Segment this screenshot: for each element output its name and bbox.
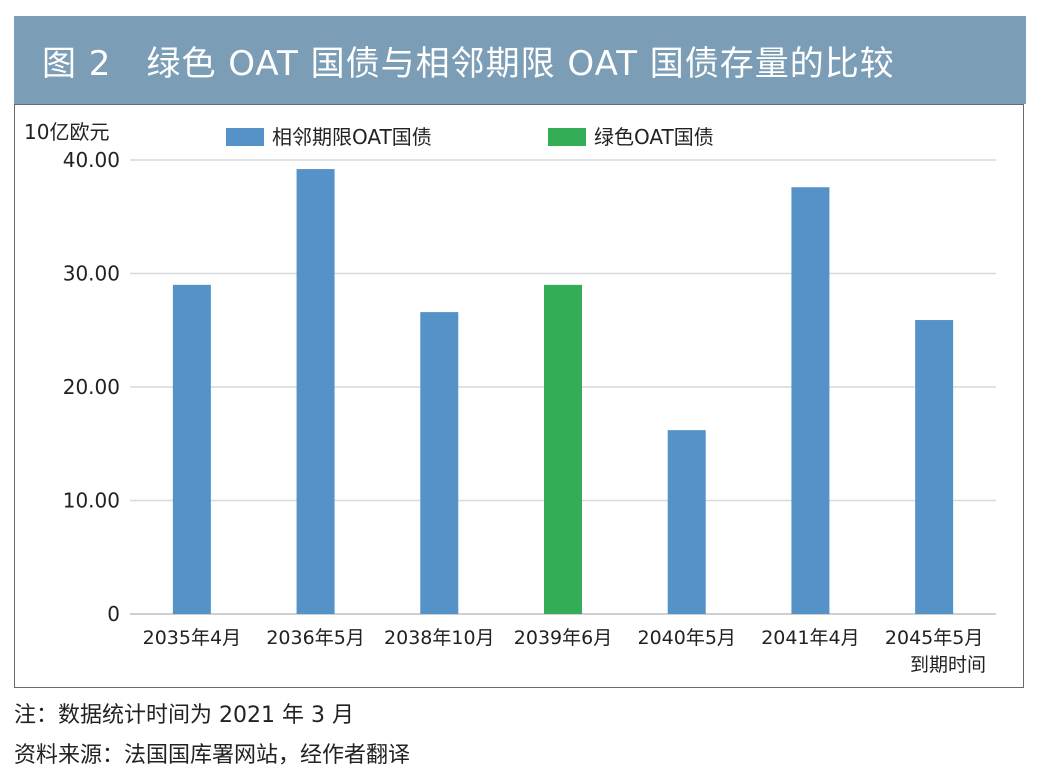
source-note: 资料来源：法国国库署网站，经作者翻译 <box>14 743 411 768</box>
y-tick-label: 20.00 <box>63 375 120 399</box>
x-tick-label: 2038年10月 <box>384 627 495 649</box>
y-tick-label: 10.00 <box>63 489 120 513</box>
bar <box>544 284 582 614</box>
x-tick-label: 2035年4月 <box>143 627 241 649</box>
bar <box>791 187 830 615</box>
legend-label: 相邻期限OAT国债 <box>272 125 432 149</box>
bar <box>667 430 706 614</box>
chart-title: 图 2 绿色 OAT 国债与相邻期限 OAT 国债存量的比较 <box>42 43 895 84</box>
bar <box>296 169 335 614</box>
legend-swatch <box>548 128 586 146</box>
x-tick-label: 2041年4月 <box>761 627 859 649</box>
bar <box>420 312 459 614</box>
legend-label: 绿色OAT国债 <box>594 125 714 149</box>
x-tick-label: 2036年5月 <box>266 627 364 649</box>
y-tick-label: 30.00 <box>63 262 120 286</box>
x-tick-label: 2045年5月 <box>885 627 983 649</box>
title-banner: 图 2 绿色 OAT 国债与相邻期限 OAT 国债存量的比较 <box>14 16 1026 104</box>
x-tick-label: 2040年5月 <box>637 627 735 649</box>
x-tick-label: 2039年6月 <box>514 627 612 649</box>
y-tick-label: 40.00 <box>63 148 120 172</box>
footnote: 注：数据统计时间为 2021 年 3 月 <box>14 703 354 728</box>
y-axis-label: 10亿欧元 <box>24 120 109 144</box>
y-tick-label: 0 <box>107 602 120 626</box>
legend-swatch <box>226 128 264 146</box>
x-axis-label: 到期时间 <box>910 654 986 676</box>
bar <box>172 284 211 614</box>
bar <box>915 320 954 614</box>
